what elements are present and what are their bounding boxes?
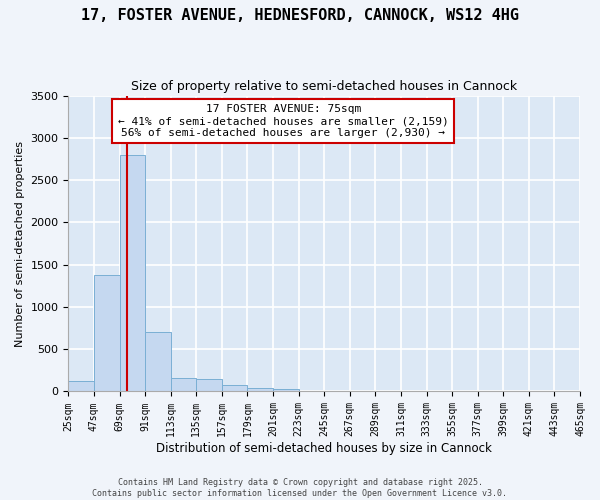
Text: Contains HM Land Registry data © Crown copyright and database right 2025.
Contai: Contains HM Land Registry data © Crown c… [92, 478, 508, 498]
Bar [273, 389, 299, 392]
Bar [247, 388, 273, 392]
Bar [68, 382, 94, 392]
Y-axis label: Number of semi-detached properties: Number of semi-detached properties [15, 140, 25, 346]
Bar [196, 379, 222, 392]
Bar [145, 332, 171, 392]
X-axis label: Distribution of semi-detached houses by size in Cannock: Distribution of semi-detached houses by … [156, 442, 492, 455]
Bar [94, 275, 119, 392]
Text: 17 FOSTER AVENUE: 75sqm
← 41% of semi-detached houses are smaller (2,159)
56% of: 17 FOSTER AVENUE: 75sqm ← 41% of semi-de… [118, 104, 449, 138]
Title: Size of property relative to semi-detached houses in Cannock: Size of property relative to semi-detach… [131, 80, 517, 93]
Bar [171, 378, 196, 392]
Bar [119, 154, 145, 392]
Bar [222, 384, 247, 392]
Text: 17, FOSTER AVENUE, HEDNESFORD, CANNOCK, WS12 4HG: 17, FOSTER AVENUE, HEDNESFORD, CANNOCK, … [81, 8, 519, 22]
